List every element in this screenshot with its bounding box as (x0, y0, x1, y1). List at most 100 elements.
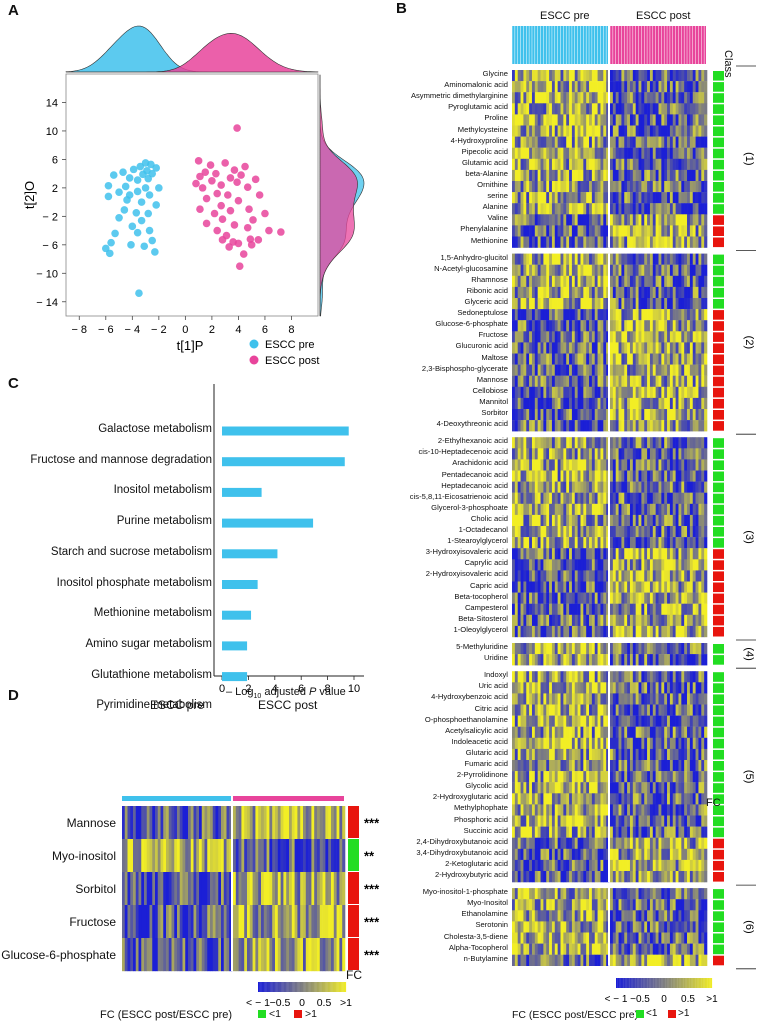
heatmap-cell (661, 353, 665, 365)
heatmap-cell (669, 437, 674, 449)
heatmap-cell (583, 353, 587, 365)
heatmap-cell (591, 397, 596, 410)
heatmap-cell (517, 420, 521, 432)
heatmap-cell (577, 625, 581, 638)
heatmap-cell (531, 253, 536, 265)
heatmap-cell (675, 342, 679, 354)
heatmap-cell (543, 826, 547, 838)
heatmap-cell (571, 782, 576, 794)
heatmap-cell (551, 420, 556, 432)
heatmap-cell (566, 693, 570, 705)
heatmap-cell (635, 409, 639, 421)
heatmap-cell (615, 203, 619, 215)
heatmap-cell (689, 548, 694, 560)
heatmap-cell (641, 682, 645, 694)
heatmap-cell (672, 375, 676, 387)
heatmap-cell (641, 581, 645, 593)
heatmap-cell (624, 136, 628, 148)
heatmap-cell (529, 614, 533, 627)
heatmap-cell (551, 804, 556, 816)
heatmap-cell (571, 804, 576, 816)
heatmap-cell (669, 503, 674, 516)
heatmap-cell (569, 125, 573, 137)
heatmap-cell (574, 236, 578, 248)
heatmap-cell (554, 859, 558, 872)
heatmap-cell (689, 448, 694, 460)
heatmap-cell (597, 548, 601, 560)
heatmap-cell (667, 737, 671, 750)
heatmap-cell (664, 726, 668, 738)
heatmap-cell (701, 837, 705, 849)
heatmap-cell (661, 81, 665, 93)
heatmap-cell (692, 748, 696, 761)
heatmap-cell (540, 526, 544, 538)
heatmap-cell (641, 192, 645, 204)
heatmap-cell (540, 225, 544, 237)
heatmap-cell (701, 70, 705, 82)
scatter-point-post (226, 174, 235, 182)
heatmap-cell (669, 654, 674, 666)
heatmap-cell (529, 92, 533, 104)
heatmap-cell (641, 859, 645, 872)
heatmap-cell (661, 448, 665, 460)
heatmap-cell (543, 448, 547, 460)
heatmap-cell (571, 514, 576, 527)
heatmap-cell (658, 203, 662, 215)
heatmap-cell (571, 654, 576, 666)
heatmap-cell (647, 114, 651, 126)
heatmap-cell (531, 169, 536, 182)
heatmap-cell (534, 136, 538, 148)
heatmap-cell (537, 737, 541, 750)
heatmap-cell (549, 342, 553, 354)
heatmap-cell (635, 726, 639, 738)
heatmap-cell (594, 375, 598, 387)
heatmap-cell (658, 654, 662, 666)
heatmap-cell (543, 671, 547, 683)
heatmap-cell (652, 158, 656, 171)
heatmap-cell (549, 481, 553, 493)
heatmap-cell (627, 81, 631, 93)
heatmap-cell (627, 581, 631, 593)
heatmap-cell (583, 264, 587, 276)
heatmap-cell (589, 253, 593, 265)
metabolite-label: Aminomalonic acid (444, 80, 508, 90)
heatmap-cell (615, 92, 619, 104)
heatmap-cell (644, 671, 648, 683)
heatmap-cell (540, 448, 544, 460)
heatmap-cell (695, 815, 699, 827)
heatmap-cell (597, 748, 601, 761)
heatmap-cell (624, 364, 628, 376)
heatmap-cell (554, 342, 558, 354)
heatmap-cell (569, 704, 573, 716)
heatmap-cell (658, 147, 662, 159)
heatmap-cell (612, 342, 616, 354)
scatter-point-pre (136, 162, 145, 171)
heatmap-cell (647, 81, 651, 93)
metabolite-label: Glycolic acid (465, 781, 508, 791)
heatmap-cell (586, 643, 590, 655)
x-tick-label: 6 (262, 324, 268, 336)
heatmap-cell (678, 253, 682, 265)
heatmap-cell (540, 682, 544, 694)
heatmap-cell (543, 264, 547, 276)
heatmap-cell (695, 253, 699, 265)
heatmap-cell (537, 158, 541, 171)
heatmap-cell (531, 364, 536, 376)
heatmap-cell (577, 158, 581, 171)
heatmap-cell (672, 275, 676, 288)
heatmap-cell (517, 81, 521, 93)
heatmap-cell (612, 375, 616, 387)
heatmap-cell (629, 654, 634, 666)
heatmap-cell (540, 514, 544, 527)
heatmap-cell (624, 715, 628, 727)
heatmap-cell (695, 492, 699, 504)
heatmap-cell (684, 643, 688, 655)
heatmap-cell (652, 693, 656, 705)
heatmap-cell (589, 826, 593, 838)
heatmap-cell (647, 437, 651, 449)
heatmap-cell (583, 114, 587, 126)
heatmap-cell (560, 286, 564, 299)
heatmap-cell (684, 386, 688, 399)
heatmap-cell (551, 264, 556, 276)
heatmap-cell (563, 492, 567, 504)
